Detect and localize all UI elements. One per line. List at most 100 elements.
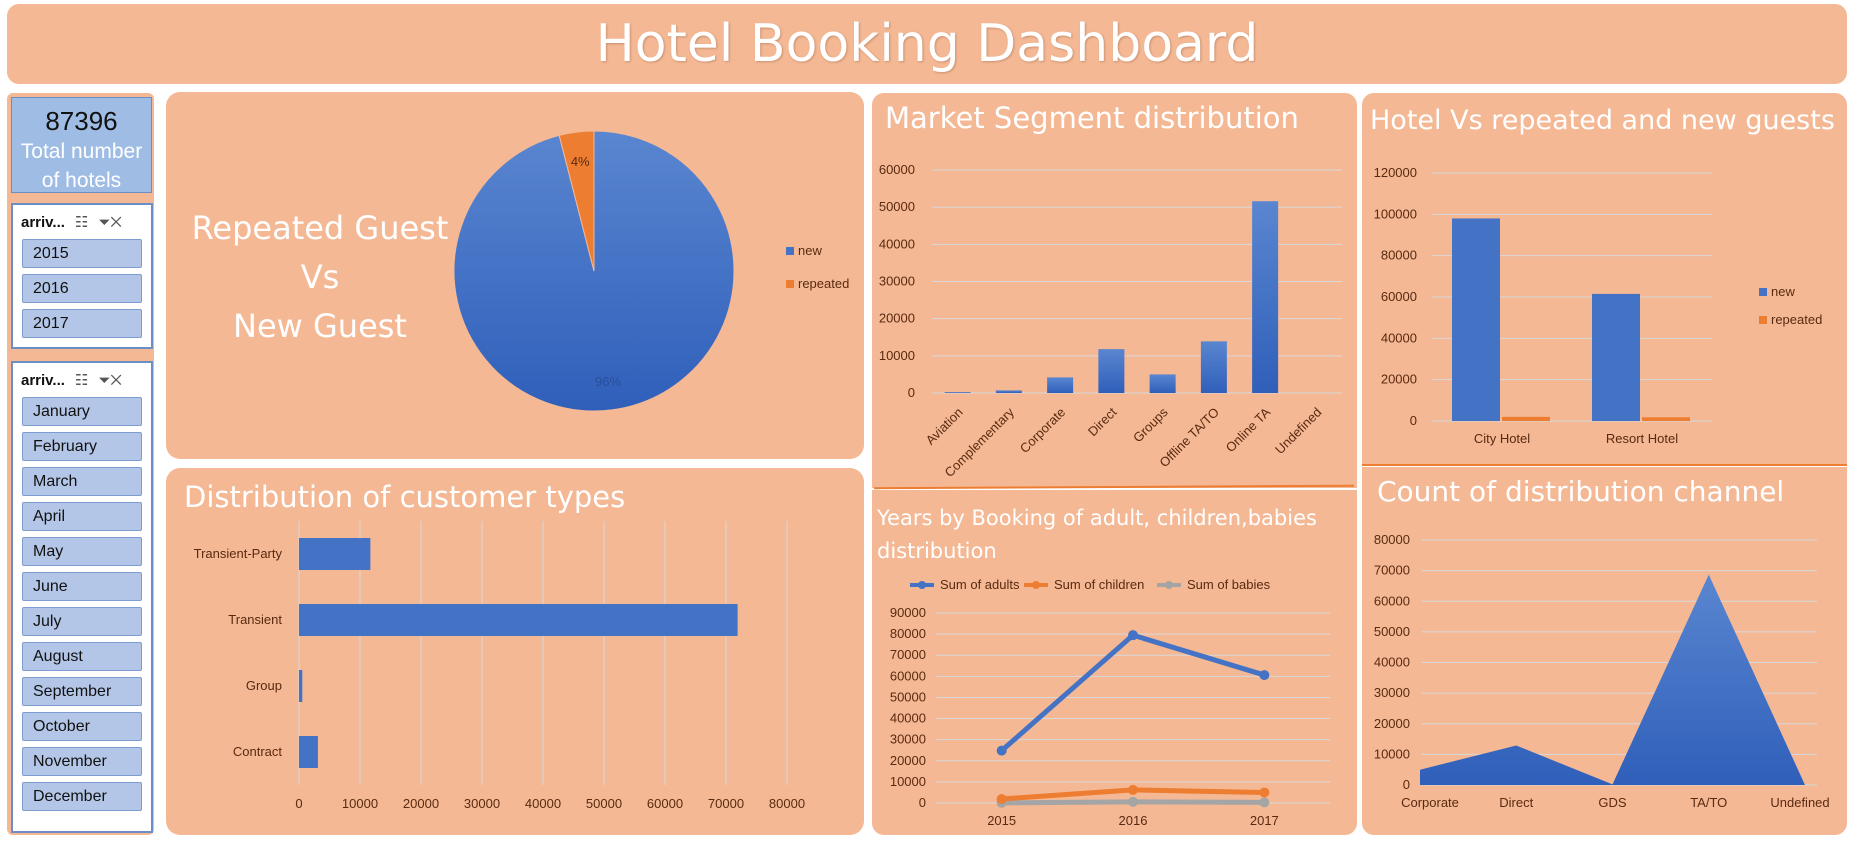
- month-slicer-button[interactable]: June: [22, 572, 142, 601]
- x-tick-label: Online TA: [1223, 404, 1274, 455]
- y-tick-label: 20000: [1381, 372, 1417, 387]
- bar-transient: [299, 604, 738, 636]
- bar-new-resort-hotel: [1592, 293, 1640, 421]
- x-tick-label: 80000: [769, 796, 805, 811]
- month-slicer-button[interactable]: September: [22, 677, 142, 706]
- month-slicer-title: arriv...: [21, 371, 65, 389]
- bar-contract: [299, 736, 318, 768]
- hotel-guests-panel: Hotel Vs repeated and new guests 0 20000 4…: [1362, 93, 1847, 465]
- y-tick-label: 90000: [890, 605, 926, 620]
- y-tick-label: 40000: [879, 236, 915, 251]
- y-tick-label: 40000: [1374, 655, 1410, 670]
- line-point: [1128, 630, 1138, 641]
- x-tick-label: 10000: [342, 796, 378, 811]
- month-slicer-button[interactable]: February: [22, 432, 142, 461]
- line-point: [1128, 784, 1138, 795]
- market-segment-title: Market Segment distribution: [885, 101, 1299, 135]
- clear-filter-icon[interactable]: ⏷✕: [98, 213, 122, 231]
- pie-title-line3: New Guest: [233, 307, 407, 345]
- bar-offline-ta-to: [1200, 341, 1227, 393]
- year-slicer-title: arriv...: [21, 213, 65, 231]
- pie-slice-repeated: [558, 130, 595, 272]
- pie-data-label: 4%: [571, 154, 590, 169]
- y-tick-label: 60000: [1381, 289, 1417, 304]
- line-point: [1259, 787, 1270, 798]
- legend-repeated: repeated: [1771, 312, 1822, 327]
- month-slicer-button[interactable]: December: [22, 782, 142, 811]
- y-tick-label: 40000: [1381, 330, 1417, 345]
- y-tick-label: 30000: [879, 274, 915, 289]
- distribution-channel-chart: 0 10000 20000 30000 40000 50000 60000 70000 8000…: [1374, 532, 1830, 810]
- legend-new: new: [1771, 284, 1795, 299]
- y-tick-label: 10000: [1374, 746, 1410, 761]
- y-tick-label: 30000: [890, 732, 926, 747]
- x-tick-label: Groups: [1130, 404, 1171, 445]
- bar-group: [299, 670, 303, 702]
- y-tick-label: 40000: [890, 711, 926, 726]
- y-tick-label: Transient-Party: [194, 546, 283, 561]
- y-tick-label: 70000: [890, 647, 926, 662]
- x-tick-label: Corporate: [1401, 795, 1459, 810]
- x-tick-label: Aviation: [923, 405, 966, 448]
- line-point: [996, 793, 1007, 804]
- y-tick-label: 10000: [879, 348, 915, 363]
- kpi-card-total-hotels: 87396 Total number of hotels: [11, 97, 152, 193]
- y-tick-label: 70000: [1374, 563, 1410, 578]
- multi-select-icon[interactable]: ☷: [74, 372, 89, 389]
- x-tick-label: 2017: [1250, 813, 1279, 828]
- market-segment-chart: 0 10000 20000 30000 40000 50000 60000 Aviation C…: [879, 162, 1342, 480]
- bar-aviation: [944, 392, 971, 393]
- y-tick-label: 60000: [890, 668, 926, 683]
- hotel-guests-title: Hotel Vs repeated and new guests: [1370, 105, 1835, 136]
- year-slicer-button[interactable]: 2016: [22, 274, 142, 303]
- y-tick-label: 60000: [1374, 593, 1410, 608]
- line-point: [1128, 796, 1138, 807]
- month-slicer-button[interactable]: March: [22, 467, 142, 496]
- y-tick-label: 80000: [890, 626, 926, 641]
- bar-transient-party: [299, 538, 371, 570]
- customer-types-title: Distribution of customer types: [184, 480, 626, 514]
- y-tick-label: 30000: [1374, 685, 1410, 700]
- pie-title: Repeated Guest Vs New Guest: [174, 204, 466, 351]
- line-point: [1259, 670, 1270, 681]
- x-tick-label: Direct: [1499, 795, 1533, 810]
- kpi-label-line1: Total number: [20, 140, 143, 163]
- kpi-value: 87396: [45, 106, 118, 136]
- legend-swatch-repeated: [1759, 316, 1767, 324]
- dashboard-title: Hotel Booking Dashboard: [595, 14, 1259, 74]
- pie-panel: Repeated Guest Vs New Guest 96% 4% new repe…: [166, 92, 864, 459]
- x-tick-label: GDS: [1598, 795, 1627, 810]
- y-tick-label: 0: [1403, 777, 1410, 792]
- y-tick-label: Group: [246, 678, 282, 693]
- x-tick-label: 20000: [403, 796, 439, 811]
- clear-filter-icon[interactable]: ⏷✕: [98, 371, 122, 389]
- year-slicer-button[interactable]: 2015: [22, 239, 142, 268]
- month-slicer: arriv... ☷ ⏷✕ January February March April M…: [11, 361, 153, 833]
- dashboard-title-bar: Hotel Booking Dashboard: [7, 4, 1847, 84]
- y-tick-label: 50000: [890, 689, 926, 704]
- legend-repeated: repeated: [798, 276, 849, 291]
- separator-line: [1362, 464, 1847, 466]
- distribution-channel-title: Count of distribution channel: [1377, 475, 1785, 508]
- multi-select-icon[interactable]: ☷: [74, 214, 89, 231]
- bar-direct: [1098, 349, 1125, 393]
- x-tick-label: 0: [295, 796, 302, 811]
- x-tick-label: Direct: [1085, 404, 1120, 439]
- year-slicer-button[interactable]: 2017: [22, 309, 142, 338]
- month-slicer-button[interactable]: November: [22, 747, 142, 776]
- year-slicer: arriv... ☷ ⏷✕ 2015 2016 2017: [11, 203, 153, 349]
- month-slicer-button[interactable]: April: [22, 502, 142, 531]
- month-slicer-button[interactable]: May: [22, 537, 142, 566]
- x-tick-label: 60000: [647, 796, 683, 811]
- month-slicer-button[interactable]: August: [22, 642, 142, 671]
- legend-sum-of-adults: Sum of adults: [940, 577, 1020, 592]
- y-tick-label: 20000: [890, 753, 926, 768]
- years-booking-title: Years by Booking of adult, children,babi…: [877, 506, 1317, 563]
- line-point: [996, 745, 1007, 756]
- bar-repeated-city-hotel: [1502, 416, 1550, 421]
- legend-sum-of-babies: Sum of babies: [1187, 577, 1271, 592]
- y-tick-label: 100000: [1374, 206, 1417, 221]
- month-slicer-button[interactable]: July: [22, 607, 142, 636]
- month-slicer-button[interactable]: January: [22, 397, 142, 426]
- month-slicer-button[interactable]: October: [22, 712, 142, 741]
